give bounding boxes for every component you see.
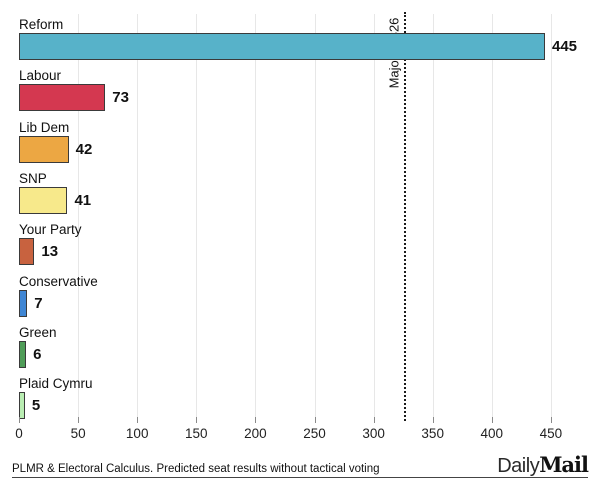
bar-label-snp: SNP [19, 170, 47, 186]
bar-value-reform: 445 [551, 38, 578, 55]
tick-label-450: 450 [539, 426, 563, 441]
tick-label-350: 350 [421, 426, 444, 441]
bar-labour [19, 84, 106, 112]
tick-label-300: 300 [362, 426, 385, 441]
footer-divider [12, 477, 588, 478]
gridline-100 [137, 14, 139, 417]
tick-label-250: 250 [303, 426, 326, 441]
x-axis: 0 50 100 150 200 250 300 350 400 450 [15, 417, 577, 457]
footer: PLMR & Electoral Calculus. Predicted sea… [12, 450, 589, 478]
bar-value-your-party: 13 [41, 243, 59, 261]
bar-conservative [19, 289, 28, 317]
gridline-300 [373, 14, 375, 417]
tick-mark-100 [137, 417, 139, 423]
logo-mail-text: Mail [539, 452, 589, 477]
tick-mark-450 [550, 417, 552, 423]
bar-label-lib-dem: Lib Dem [19, 119, 70, 135]
tick-mark-0 [19, 417, 20, 423]
majority-reference-line [404, 12, 407, 421]
tick-mark-150 [196, 417, 198, 423]
bar-label-green: Green [19, 324, 57, 340]
daily-mail-logo: DailyMail [497, 452, 589, 478]
bar-label-your-party: Your Party [19, 222, 82, 238]
source-note: PLMR & Electoral Calculus. Predicted sea… [12, 463, 380, 475]
gridline-350 [432, 14, 434, 417]
tick-mark-350 [432, 417, 434, 423]
bar-value-conservative: 7 [34, 294, 43, 312]
bar-label-labour: Labour [19, 68, 62, 84]
tick-mark-400 [491, 417, 493, 423]
tick-label-100: 100 [125, 426, 149, 441]
tick-label-0: 0 [15, 426, 23, 441]
tick-mark-50 [78, 417, 80, 423]
tick-label-200: 200 [244, 426, 267, 441]
bar-label-reform: Reform [19, 17, 64, 32]
tick-mark-250 [314, 417, 316, 423]
bar-label-plaid-cymru: Plaid Cymru [19, 376, 93, 392]
logo-daily-text: Daily [497, 455, 540, 477]
bar-reform [19, 33, 545, 60]
bar-value-plaid-cymru: 5 [31, 397, 41, 415]
bar-snp [19, 186, 68, 214]
gridline-150 [196, 14, 198, 417]
bar-value-green: 6 [33, 345, 42, 363]
bar-your-party [19, 238, 35, 266]
tick-label-50: 50 [70, 426, 86, 441]
bar-value-labour: 73 [112, 89, 129, 107]
bar-plaid-cymru [19, 392, 25, 420]
tick-mark-200 [255, 417, 257, 423]
tick-label-150: 150 [185, 426, 208, 441]
gridline-50 [78, 14, 80, 417]
tick-mark-300 [373, 417, 375, 423]
bar-value-snp: 41 [74, 191, 92, 209]
bar-value-lib-dem: 42 [75, 140, 93, 158]
gridline-200 [255, 14, 257, 417]
gridline-250 [314, 14, 316, 417]
gridline-450 [550, 14, 552, 417]
bar-label-conservative: Conservative [19, 273, 98, 289]
tick-label-400: 400 [480, 426, 504, 441]
gridline-400 [491, 14, 493, 417]
bar-lib-dem [19, 135, 69, 163]
bar-green [19, 340, 27, 368]
